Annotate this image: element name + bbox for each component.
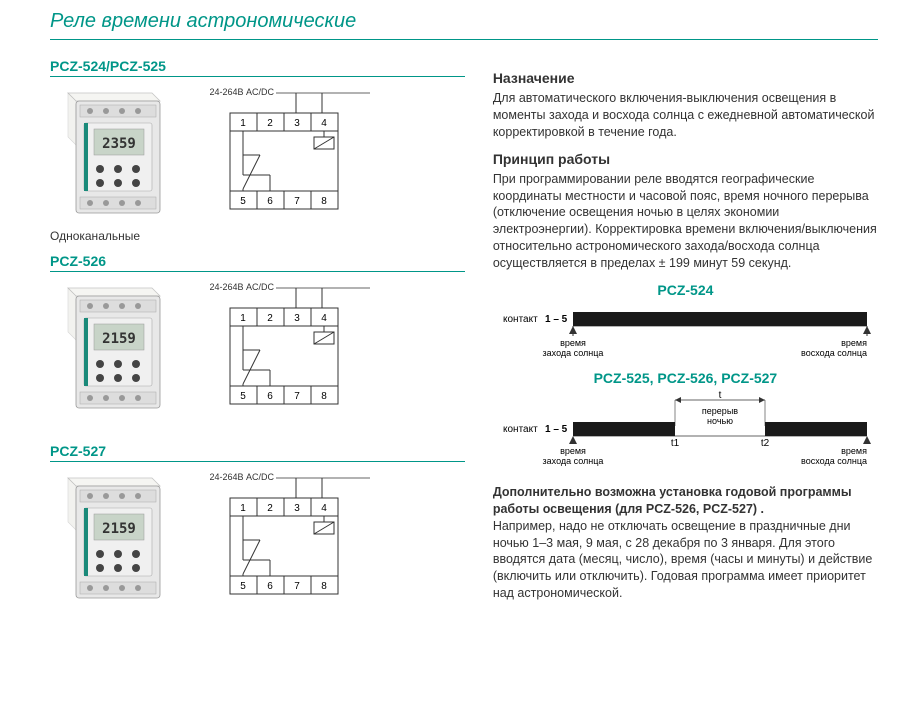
page-title: Реле времени астрономические: [50, 10, 878, 33]
svg-text:1: 1: [240, 313, 246, 324]
svg-text:2159: 2159: [102, 331, 136, 347]
svg-text:7: 7: [294, 391, 300, 402]
svg-text:t2: t2: [761, 438, 770, 449]
svg-text:6: 6: [267, 581, 273, 592]
title-rule: [50, 39, 878, 40]
svg-text:24-264В AC/DC: 24-264В AC/DC: [210, 472, 274, 482]
svg-text:восхода солнца: восхода солнца: [801, 456, 867, 466]
svg-text:время: время: [842, 338, 868, 348]
svg-text:ночью: ночью: [707, 416, 733, 426]
svg-text:2: 2: [267, 313, 273, 324]
svg-text:контакт: контакт: [503, 314, 538, 325]
svg-text:1: 1: [240, 118, 246, 129]
svg-text:3: 3: [294, 313, 300, 324]
svg-text:4: 4: [321, 503, 327, 514]
svg-text:2159: 2159: [102, 521, 136, 537]
timing-diagram-1: PCZ-524 контакт 1 – 5 время захода солнц…: [493, 282, 878, 364]
svg-text:8: 8: [321, 196, 327, 207]
device-caption-1: Одноканальные: [50, 229, 190, 243]
svg-text:время: время: [560, 338, 586, 348]
annual-program: Дополнительно возможна установка годовой…: [493, 484, 878, 602]
svg-text:8: 8: [321, 391, 327, 402]
svg-text:7: 7: [294, 196, 300, 207]
svg-text:захода солнца: захода солнца: [543, 456, 604, 466]
schematic-2: 24-264В AC/DC 1 2 3 4 5 6 7 8: [210, 280, 370, 433]
svg-text:1 – 5: 1 – 5: [545, 314, 568, 325]
svg-text:t1: t1: [671, 438, 680, 449]
svg-text:24-264В AC/DC: 24-264В AC/DC: [210, 87, 274, 97]
svg-text:время: время: [842, 446, 868, 456]
svg-text:захода солнца: захода солнца: [543, 348, 604, 358]
svg-text:4: 4: [321, 118, 327, 129]
schematic-3: 24-264В AC/DC 1 2 3 4 5 6 7 8: [210, 470, 370, 623]
principle-title: Принцип работы: [493, 151, 878, 167]
svg-text:5: 5: [240, 581, 246, 592]
svg-text:t: t: [719, 390, 722, 401]
svg-text:3: 3: [294, 503, 300, 514]
purpose-text: Для автоматического включения-выключения…: [493, 90, 878, 141]
principle-text: При программировании реле вводятся геогр…: [493, 171, 878, 272]
timing-diagram-2: PCZ-525, PCZ-526, PCZ-527 t перерыв ночь…: [493, 370, 878, 472]
svg-text:1: 1: [240, 503, 246, 514]
device-image-1: 2359: [50, 85, 170, 225]
svg-text:5: 5: [240, 196, 246, 207]
svg-text:4: 4: [321, 313, 327, 324]
svg-text:перерыв: перерыв: [702, 406, 738, 416]
section-title-1: PCZ-524/PCZ-525: [50, 58, 465, 77]
svg-text:время: время: [560, 446, 586, 456]
svg-text:6: 6: [267, 391, 273, 402]
svg-text:3: 3: [294, 118, 300, 129]
svg-text:1 – 5: 1 – 5: [545, 424, 568, 435]
svg-text:24-264В AC/DC: 24-264В AC/DC: [210, 282, 274, 292]
svg-text:5: 5: [240, 391, 246, 402]
device-image-2: 2159: [50, 280, 170, 420]
section-title-2: PCZ-526: [50, 253, 465, 272]
svg-text:восхода солнца: восхода солнца: [801, 348, 867, 358]
svg-text:2359: 2359: [102, 136, 136, 152]
section-title-3: PCZ-527: [50, 443, 465, 462]
device-image-3: 2159: [50, 470, 170, 610]
purpose-title: Назначение: [493, 70, 878, 86]
svg-text:2: 2: [267, 503, 273, 514]
svg-text:6: 6: [267, 196, 273, 207]
svg-text:7: 7: [294, 581, 300, 592]
svg-text:контакт: контакт: [503, 424, 538, 435]
svg-text:8: 8: [321, 581, 327, 592]
svg-text:2: 2: [267, 118, 273, 129]
schematic-1: 24-264В AC/DC 1 2 3 4: [210, 85, 370, 238]
